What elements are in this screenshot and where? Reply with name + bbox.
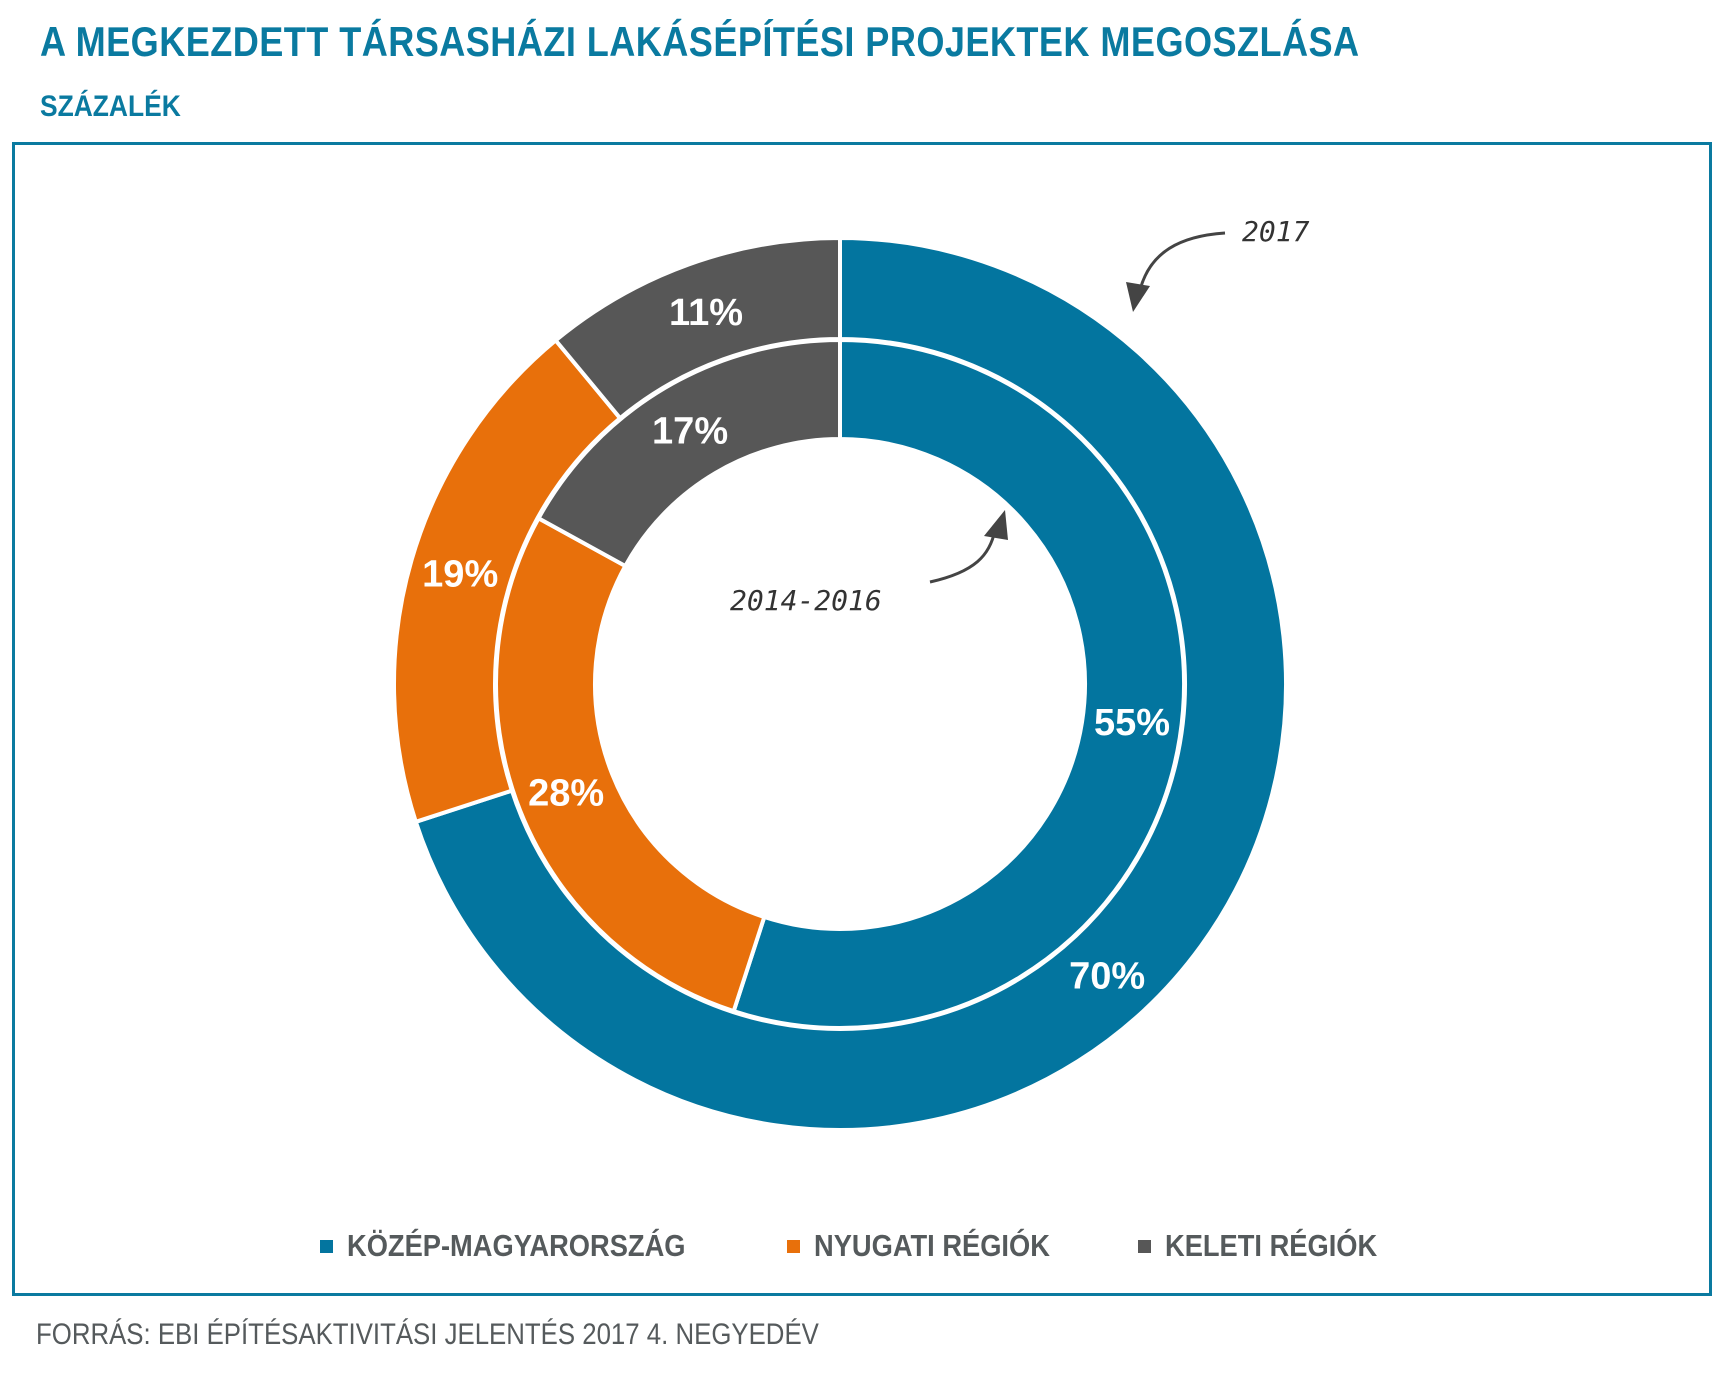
legend-item-keleti: KELETI RÉGIÓK xyxy=(1138,1228,1406,1264)
data-label-outer-keleti: 11% xyxy=(669,292,743,334)
annotation-2017: 2017 xyxy=(1242,215,1310,248)
inner-ring-2014-2016 xyxy=(494,337,1187,1030)
legend-swatch xyxy=(787,1239,801,1253)
legend-swatch xyxy=(319,1239,333,1253)
chart-subtitle: SZÁZALÉK xyxy=(40,90,181,123)
data-label-outer-kozep: 70% xyxy=(1069,956,1145,998)
arrowhead-icon xyxy=(1126,282,1150,312)
legend-label: NYUGATI RÉGIÓK xyxy=(814,1228,1051,1263)
legend: KÖZÉP-MAGYARORSZÁG NYUGATI RÉGIÓK KELETI… xyxy=(0,1228,1726,1264)
data-label-inner-keleti: 17% xyxy=(652,411,728,453)
arrowhead-icon xyxy=(984,510,1008,540)
legend-label: KÖZÉP-MAGYARORSZÁG xyxy=(346,1228,686,1263)
legend-item-kozep: KÖZÉP-MAGYARORSZÁG xyxy=(319,1228,732,1264)
data-label-inner-kozep: 55% xyxy=(1094,702,1170,744)
annotation-arrow-2014-2016 xyxy=(929,529,997,584)
annotation-2014-2016: 2014-2016 xyxy=(730,584,882,617)
slice-inner-keleti xyxy=(535,337,842,569)
legend-swatch xyxy=(1138,1239,1152,1253)
slice-inner-kozep xyxy=(731,337,1187,1030)
annotation-arrow-2017 xyxy=(1138,231,1226,291)
chart-title: A MEGKEZDETT TÁRSASHÁZI LAKÁSÉPÍTÉSI PRO… xyxy=(40,18,1360,65)
data-label-inner-nyugati: 28% xyxy=(528,772,604,814)
source-note: FORRÁS: EBI ÉPÍTÉSAKTIVITÁSI JELENTÉS 20… xyxy=(36,1318,819,1351)
legend-item-nyugati: NYUGATI RÉGIÓK xyxy=(787,1228,1082,1264)
legend-label: KELETI RÉGIÓK xyxy=(1165,1228,1378,1263)
data-label-outer-nyugati: 19% xyxy=(422,554,498,596)
slice-labels: 70% 19% 11% 55% 28% 17% xyxy=(422,292,1170,998)
chart-frame xyxy=(12,142,1712,1296)
slice-inner-nyugati xyxy=(494,515,767,1014)
